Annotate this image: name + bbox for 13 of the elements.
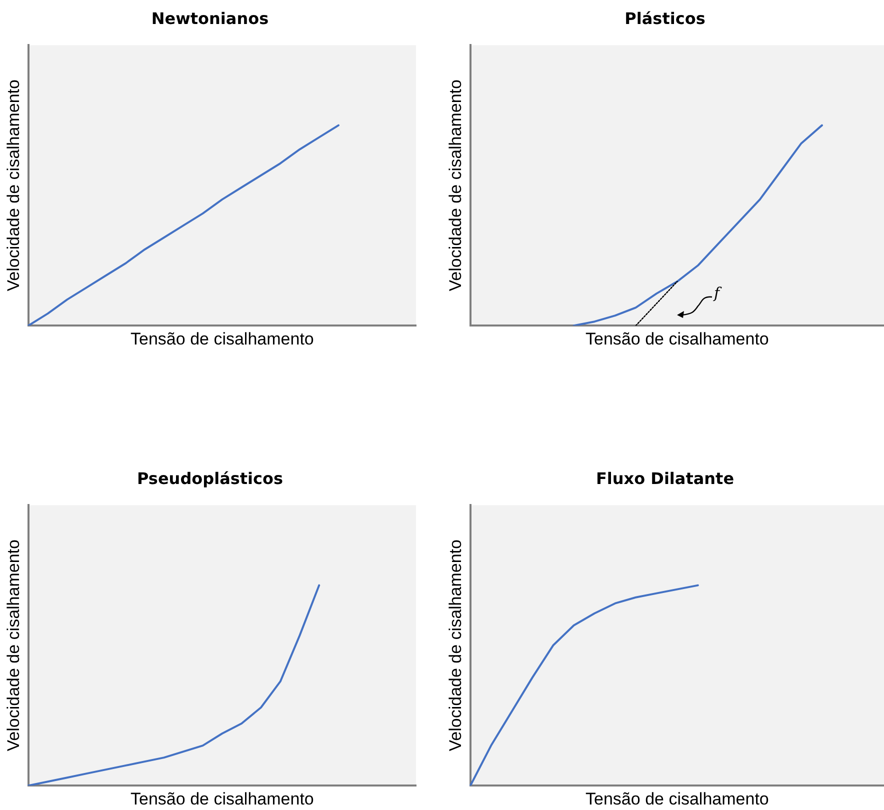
y-axis-title: Velocidade de cisalhamento [4,80,23,292]
chart-title: Newtonianos [151,8,269,28]
x-axis-title: Tensão de cisalhamento [130,789,314,808]
y-axis-title: Velocidade de cisalhamento [446,540,465,752]
x-axis-title: Tensão de cisalhamento [130,329,314,348]
y-axis-title: Velocidade de cisalhamento [4,540,23,752]
x-axis-title: Tensão de cisalhamento [586,329,769,348]
y-axis-title: Velocidade de cisalhamento [446,80,465,292]
x-axis-title: Tensão de cisalhamento [586,789,769,808]
chart-title: Plásticos [624,8,706,28]
chart-title: Fluxo Dilatante [596,468,734,488]
chart-title: Pseudoplásticos [136,468,284,488]
annotation: f [714,284,720,302]
